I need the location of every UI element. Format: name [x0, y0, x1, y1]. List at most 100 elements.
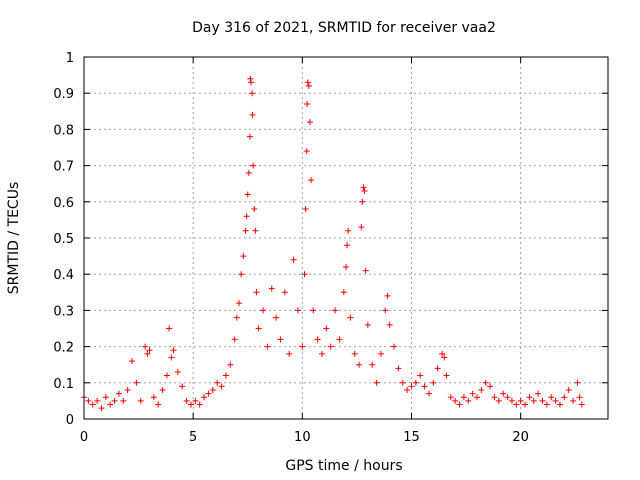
y-tick-label: 0.8	[53, 123, 74, 138]
data-point	[227, 361, 234, 368]
data-point	[460, 394, 467, 401]
data-point	[543, 401, 550, 408]
data-point	[281, 289, 288, 296]
data-point	[343, 263, 349, 270]
data-point	[174, 368, 181, 375]
data-point	[377, 350, 384, 357]
data-point	[500, 390, 507, 397]
data-point	[318, 350, 325, 357]
data-point	[369, 361, 376, 368]
y-tick-label: 0.6	[53, 196, 74, 211]
data-point	[570, 397, 577, 404]
y-tick-label: 0	[66, 413, 74, 428]
data-point	[277, 336, 284, 343]
data-point	[240, 253, 247, 260]
data-point	[142, 343, 149, 350]
data-point	[260, 307, 267, 314]
data-point	[120, 397, 127, 404]
data-point	[89, 401, 96, 408]
data-point	[340, 289, 347, 296]
data-point	[133, 379, 140, 386]
data-point	[168, 354, 175, 361]
y-tick-label: 0.9	[53, 87, 74, 102]
data-point	[214, 379, 221, 386]
grid-lines	[84, 57, 608, 419]
data-point	[421, 383, 428, 390]
data-point	[412, 379, 419, 386]
data-point	[251, 206, 258, 213]
data-point	[452, 397, 459, 404]
data-point	[222, 372, 229, 379]
data-point	[517, 397, 524, 404]
data-point	[360, 184, 367, 191]
x-tick-label: 5	[189, 430, 197, 445]
data-point	[205, 390, 212, 397]
data-point	[565, 387, 572, 394]
data-point	[170, 347, 177, 354]
data-point	[179, 383, 186, 390]
data-point	[382, 307, 389, 314]
data-point	[522, 401, 529, 408]
data-point	[305, 82, 312, 89]
data-point	[183, 397, 190, 404]
y-tick-label: 0.7	[53, 160, 74, 175]
data-point	[578, 401, 585, 408]
data-point	[469, 390, 476, 397]
y-tick-labels: 0 0.1 0.2 0.3 0.4 0.5 0.6 0.7 0.8 0.9 1	[53, 51, 74, 428]
data-point	[166, 325, 173, 332]
data-point	[231, 336, 238, 343]
data-point	[252, 227, 259, 234]
data-point	[576, 394, 583, 401]
data-point	[150, 394, 157, 401]
data-point	[201, 394, 208, 401]
data-point	[163, 372, 170, 379]
data-point	[332, 307, 339, 314]
data-point	[264, 343, 271, 350]
data-point	[539, 397, 546, 404]
y-tick-label: 0.3	[53, 304, 74, 319]
data-point	[336, 336, 343, 343]
data-point	[530, 397, 537, 404]
x-axis-label: GPS time / hours	[285, 458, 402, 474]
y-axis-label: SRMTID / TECUs	[6, 182, 22, 295]
data-point	[384, 292, 391, 299]
data-point	[430, 379, 437, 386]
data-point	[399, 379, 406, 386]
data-point	[85, 397, 92, 404]
axis-ticks	[83, 56, 608, 420]
data-point	[434, 365, 441, 372]
x-tick-label: 20	[512, 430, 529, 445]
data-point	[344, 242, 351, 249]
data-point	[255, 325, 262, 332]
data-point	[98, 405, 105, 412]
data-point	[246, 133, 253, 140]
data-point	[248, 79, 255, 86]
data-point	[408, 383, 415, 390]
data-point	[242, 227, 249, 234]
y-tick-label: 0.4	[53, 268, 74, 283]
data-point	[395, 365, 402, 372]
x-tick-labels: 0 5 10 15 20	[80, 430, 529, 445]
data-point	[303, 148, 310, 155]
data-point	[253, 289, 260, 296]
data-point	[364, 321, 371, 328]
data-point	[294, 307, 301, 314]
data-point	[304, 79, 311, 86]
data-point	[491, 394, 498, 401]
data-point	[107, 401, 114, 408]
data-point	[504, 394, 511, 401]
data-point	[286, 350, 293, 357]
data-point	[347, 314, 354, 321]
data-point	[129, 358, 136, 365]
data-point	[327, 343, 334, 350]
data-point	[345, 227, 352, 234]
data-point	[386, 321, 393, 328]
data-point	[209, 387, 216, 394]
data-point	[302, 206, 309, 213]
data-point	[310, 307, 317, 314]
data-point	[299, 343, 306, 350]
data-point	[244, 191, 251, 198]
data-point	[359, 198, 366, 205]
data-point	[94, 397, 101, 404]
data-point	[102, 394, 109, 401]
